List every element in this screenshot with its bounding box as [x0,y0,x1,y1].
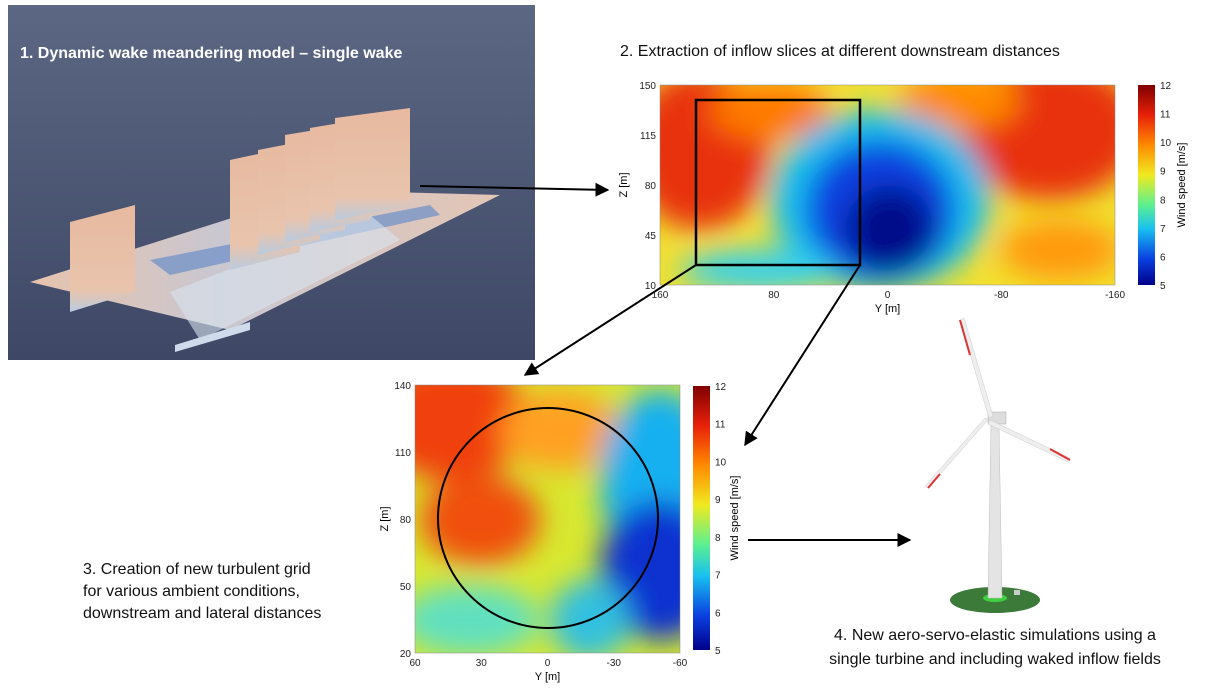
step-label: 4. New aero-servo-elastic simulations us… [829,627,1161,668]
step-label: 3. Creation of new turbulent grid for var… [83,561,321,622]
y-axis-label: Z [m] [618,172,630,197]
x-tick-label: 30 [476,658,488,669]
wind-turbine [925,318,1070,613]
colorbar-tick-label: 12 [715,382,727,393]
y-tick-label: 50 [400,582,412,593]
x-tick-label: -160 [1105,290,1125,301]
step-text-line: 3. Creation of new turbulent grid [83,561,311,578]
colorbar-tick-label: 6 [1160,252,1166,263]
y-tick-label: 150 [639,81,656,92]
x-tick-label: 0 [885,290,891,301]
y-tick-label: 140 [394,381,411,392]
colorbar [1138,85,1155,285]
colorbar-tick-label: 10 [1160,138,1172,149]
colorbar-tick-label: 5 [715,646,721,657]
colorbar-label: Wind speed [m/s] [1176,143,1188,228]
colorbar-tick-label: 12 [1160,81,1172,92]
x-tick-label: 60 [409,658,421,669]
colorbar-tick-label: 7 [715,571,721,582]
y-tick-label: 10 [645,281,657,292]
colorbar [693,386,710,650]
step-label: 2. Extraction of inflow slices at differ… [620,43,1060,60]
colorbar-tick-label: 6 [715,608,721,619]
step-label: 1. Dynamic wake meandering model – singl… [20,45,402,62]
colorbar-tick-label: 9 [715,495,721,506]
colorbar-tick-label: 5 [1160,281,1166,292]
colorbar-tick-label: 7 [1160,224,1166,235]
y-tick-label: 80 [400,515,412,526]
y-tick-label: 80 [645,181,657,192]
x-tick-label: -60 [673,658,688,669]
wind-field-heatmap [630,60,1140,290]
diagram: 1. Dynamic wake meandering model – singl… [0,0,1217,686]
step-text-line: for various ambient conditions, [83,583,300,600]
colorbar-label: Wind speed [m/s] [729,476,741,561]
x-tick-label: 0 [545,658,551,669]
colorbar-tick-label: 11 [715,420,726,431]
y-tick-label: 20 [400,649,412,660]
x-axis-label: Y [m] [535,671,560,683]
step-text-line: 4. New aero-servo-elastic simulations us… [834,627,1156,644]
step-text-line: downstream and lateral distances [83,605,321,622]
colorbar-tick-label: 8 [1160,195,1166,206]
y-tick-label: 115 [640,131,656,142]
x-tick-label: -30 [607,658,622,669]
step-text-line: single turbine and including waked inflo… [829,651,1161,668]
x-tick-label: 80 [768,290,780,301]
x-tick-label: -80 [994,290,1009,301]
colorbar-tick-label: 10 [715,457,727,468]
colorbar-tick-label: 8 [715,533,721,544]
colorbar-tick-label: 11 [1160,110,1171,121]
colorbar-tick-label: 9 [1160,167,1166,178]
y-tick-label: 45 [645,231,657,242]
wind-field-heatmap [370,360,720,660]
x-axis-label: Y [m] [875,303,900,315]
y-axis-label: Z [m] [379,506,391,531]
y-tick-label: 110 [395,448,411,459]
